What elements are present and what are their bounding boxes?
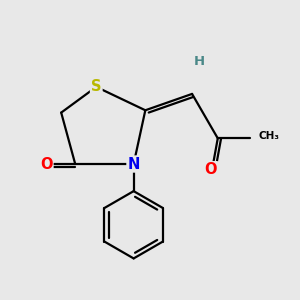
Text: CH₃: CH₃ <box>259 131 280 141</box>
Text: S: S <box>91 80 101 94</box>
Text: O: O <box>205 162 217 177</box>
Text: H: H <box>194 55 205 68</box>
Text: O: O <box>40 157 52 172</box>
Text: N: N <box>128 157 140 172</box>
